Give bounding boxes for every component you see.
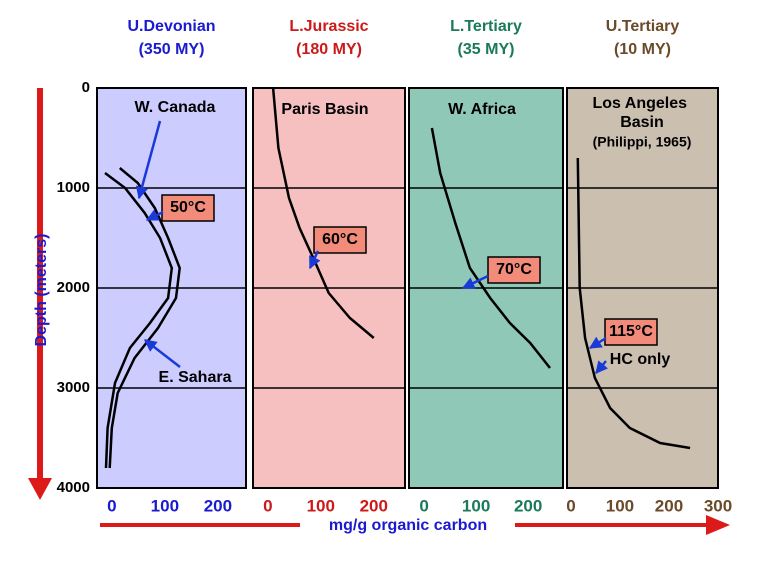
x-axis-label-bg [300, 514, 515, 536]
annotation: (Philippi, 1965) [593, 134, 692, 150]
panel-border [96, 87, 247, 489]
temperature-box [313, 226, 367, 254]
x-tick-label: 100 [307, 496, 335, 515]
panel-subtitle: (350 MY) [139, 41, 205, 58]
panel-title: L.Jurassic [289, 18, 368, 35]
pointer-arrow [308, 250, 321, 270]
x-tick-label: 0 [263, 496, 272, 515]
annotation: 60°C [322, 231, 358, 248]
curve [271, 87, 375, 339]
x-tick-label: 200 [204, 496, 232, 515]
series-label: Paris Basin [281, 101, 368, 118]
x-tick-label: 100 [151, 496, 179, 515]
annotation: 115°C [609, 323, 653, 340]
annotation: HC only [610, 351, 671, 368]
x-tick-label: 0 [566, 496, 575, 515]
x-tick-label: 0 [107, 496, 116, 515]
panel-border [252, 87, 406, 489]
carbon-arrow-head [706, 515, 730, 535]
pointer-arrow [461, 274, 489, 290]
panel-title: U.Tertiary [606, 18, 680, 35]
panel-border [566, 87, 719, 489]
panel-title: U.Devonian [127, 18, 215, 35]
x-axis-label: mg/g organic carbon [329, 517, 487, 534]
pointer-arrow [145, 209, 164, 222]
series-label: W. Canada [135, 99, 216, 116]
pointer-arrow [144, 339, 181, 368]
temperature-box [161, 194, 215, 222]
pointer-arrow [135, 120, 162, 200]
y-tick-label: 2000 [57, 279, 90, 296]
y-tick-label: 0 [82, 79, 90, 96]
x-tick-label: 0 [419, 496, 428, 515]
x-tick-label: 200 [655, 496, 683, 515]
annotation: 70°C [496, 261, 532, 278]
x-tick-label: 200 [514, 496, 542, 515]
panel-border [408, 87, 564, 489]
series-label: W. Africa [448, 101, 516, 118]
curve [104, 171, 174, 469]
y-tick-label: 4000 [57, 479, 90, 496]
series-label: E. Sahara [159, 369, 232, 386]
depth-arrow-head [28, 478, 52, 500]
y-tick-label: 3000 [57, 379, 90, 396]
curve [430, 127, 551, 369]
panel-subtitle: (180 MY) [296, 41, 362, 58]
x-tick-label: 100 [462, 496, 490, 515]
temperature-box [487, 256, 541, 284]
x-tick-label: 300 [704, 496, 732, 515]
x-tick-label: 200 [360, 496, 388, 515]
annotation: 50°C [170, 199, 206, 216]
pointer-arrow [595, 360, 609, 374]
y-axis-label: Depth (meters) [33, 234, 50, 347]
panel-subtitle: (10 MY) [614, 41, 671, 58]
pointer-arrow [588, 336, 607, 350]
panel-title: L.Tertiary [450, 18, 522, 35]
temperature-box [604, 318, 658, 346]
y-tick-label: 1000 [57, 179, 90, 196]
series-label: Los Angeles Basin [593, 95, 692, 131]
panel-subtitle: (35 MY) [458, 41, 515, 58]
curve [108, 167, 181, 469]
curve [576, 157, 691, 450]
x-tick-label: 100 [606, 496, 634, 515]
